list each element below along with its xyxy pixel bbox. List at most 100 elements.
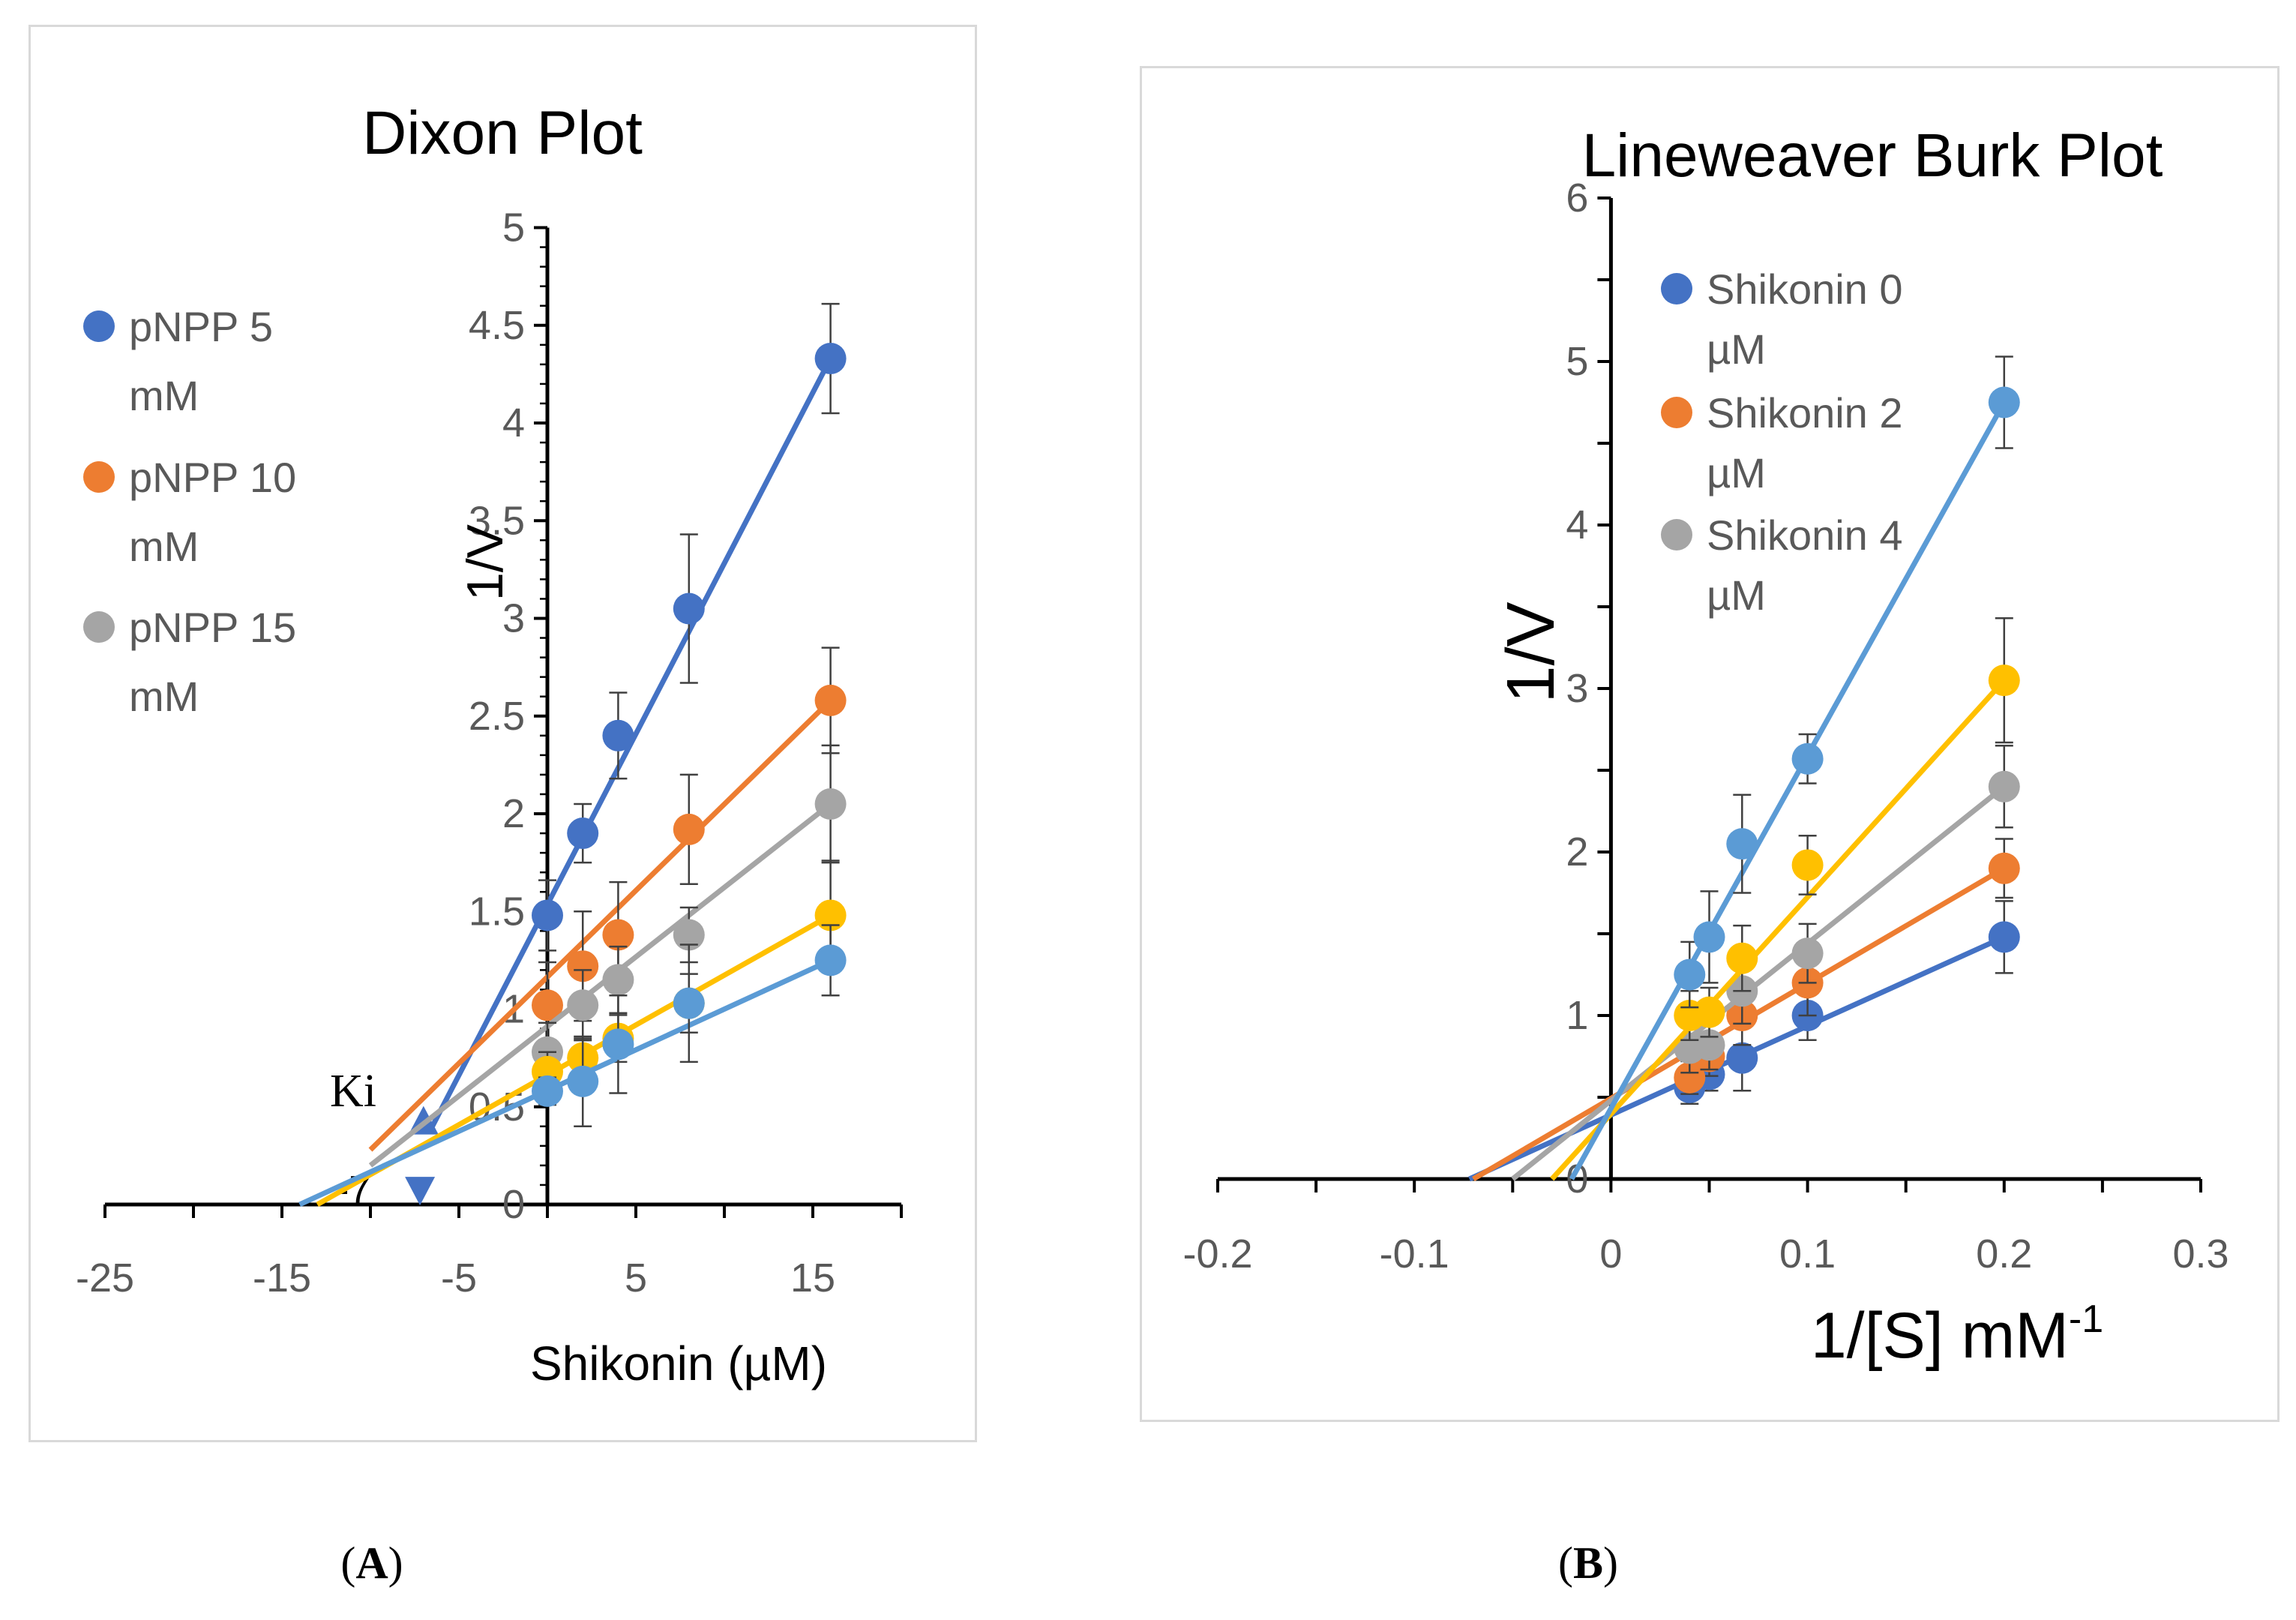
lineweaver-burk-plot: Lineweaver Burk Plot -0.2 -0.1 0 0.1 0.2 0.3 1/… — [1182, 122, 2229, 1372]
caption-b-open: ( — [1558, 1538, 1573, 1588]
legend-swatch — [83, 611, 115, 643]
x-tick-label: 5 — [625, 1256, 647, 1300]
x-tick-label: 0.1 — [1779, 1232, 1836, 1276]
series-4 — [1550, 617, 2020, 1181]
x-tick-label: 0 — [1599, 1232, 1622, 1276]
data-point — [673, 592, 705, 625]
x-tick-label: 0.3 — [2172, 1232, 2229, 1276]
data-point — [1791, 849, 1824, 881]
data-point — [602, 964, 634, 996]
data-point — [1674, 958, 1706, 991]
legend-item: Shikonin 4 µM — [1661, 512, 1903, 619]
caption-a-open: ( — [340, 1538, 356, 1588]
y-tick-label: 3.5 — [469, 498, 525, 543]
x-axis-title-superscript: -1 — [2069, 1298, 2103, 1341]
data-point — [532, 1075, 563, 1107]
ki-annotation: Ki — [330, 1066, 376, 1117]
series-2 — [1472, 838, 2020, 1182]
data-point — [1791, 742, 1824, 775]
x-tick-label: -0.1 — [1380, 1232, 1449, 1276]
legend-label-line1: Shikonin 0 — [1707, 266, 1903, 313]
caption-a-letter: A — [355, 1538, 388, 1588]
data-point — [602, 1028, 634, 1060]
data-point — [814, 684, 847, 716]
chart-b-legend: Shikonin 0 µM Shikonin 2 µM Shikonin 4 µM — [1661, 266, 1903, 619]
data-point — [567, 950, 599, 982]
y-axis-title: 1/V — [457, 524, 514, 601]
series-4-fit-line — [1550, 678, 2007, 1181]
y-tick-label: 6 — [1566, 176, 1588, 220]
legend-label-line1: pNPP 10 — [129, 454, 296, 501]
series-1 — [430, 302, 847, 1128]
data-point — [1693, 921, 1725, 953]
x-axis-title: Shikonin (µM) — [530, 1336, 827, 1390]
chart-a-title: Dixon Plot — [362, 99, 643, 167]
x-axis-title: 1/[S] mM-1 — [1811, 1298, 2103, 1372]
caption-a: (A) — [297, 1538, 447, 1589]
legend-item: pNPP 15 mM — [83, 604, 296, 720]
series-3-fit-line — [1511, 784, 2006, 1181]
legend-item: Shikonin 2 µM — [1661, 389, 1903, 496]
y-tick-label: 2.5 — [469, 694, 525, 739]
data-point — [1988, 770, 2020, 802]
data-point — [1988, 664, 2020, 697]
legend-label-line2: µM — [1707, 326, 1766, 373]
y-tick-label: 3 — [502, 596, 525, 641]
x-tick-label: -15 — [253, 1256, 311, 1300]
legend-swatch — [1661, 273, 1692, 304]
y-tick-label: 5 — [502, 206, 525, 250]
chart-b-x-axis: -0.2 -0.1 0 0.1 0.2 0.3 1/[S] mM-1 — [1182, 1177, 2229, 1372]
data-point — [673, 919, 705, 951]
y-tick-label: 1 — [1566, 993, 1588, 1038]
legend-label-line1: pNPP 15 — [129, 604, 296, 651]
legend-label-line1: Shikonin 4 — [1707, 512, 1903, 559]
y-tick-label: 4.5 — [469, 303, 525, 348]
legend-item: pNPP 5 mM — [83, 303, 273, 419]
x-tick-label: -0.2 — [1182, 1232, 1252, 1276]
legend-label-line2: mM — [129, 372, 199, 419]
legend-label-line2: µM — [1707, 572, 1766, 619]
x-tick-label: -25 — [76, 1256, 134, 1300]
panel-lineweaver-burk-plot — [1140, 66, 2280, 1422]
series-3 — [1511, 745, 2020, 1181]
series-3 — [368, 744, 847, 1168]
series-5-fit-line — [1569, 400, 2007, 1180]
data-point — [1988, 852, 2020, 884]
data-point — [1726, 1042, 1758, 1074]
data-point — [567, 989, 599, 1022]
y-tick-label: 0 — [502, 1182, 525, 1227]
series-5 — [1569, 356, 2020, 1180]
data-point — [1988, 921, 2020, 953]
legend-swatch — [1661, 397, 1692, 428]
y-tick-label: 4 — [1566, 502, 1588, 548]
legend-swatch — [1661, 519, 1692, 550]
data-point — [814, 899, 847, 932]
chart-a-legend: pNPP 5 mM pNPP 10 mM pNPP 15 mM — [83, 303, 296, 720]
y-tick-label: 4 — [502, 400, 525, 446]
data-point — [814, 944, 847, 976]
y-tick-label: 1.5 — [469, 889, 525, 934]
triangle-down-marker — [405, 1177, 436, 1206]
data-point — [567, 1065, 599, 1097]
legend-label-line2: mM — [129, 673, 199, 720]
data-point — [814, 343, 847, 375]
data-point — [1791, 938, 1824, 970]
chart-b-title: Lineweaver Burk Plot — [1582, 122, 2163, 190]
x-tick-label: -5 — [441, 1256, 477, 1300]
data-point — [814, 788, 847, 820]
y-axis-title: 1/V — [1494, 602, 1569, 703]
y-tick-label: 2 — [502, 791, 525, 836]
legend-swatch — [83, 310, 115, 342]
chart-a-x-axis: -25 -15 -5 5 15 Shikonin (µM) — [76, 1202, 903, 1390]
legend-label-line1: pNPP 5 — [129, 303, 273, 350]
caption-b-close: ) — [1603, 1538, 1618, 1588]
data-point — [1674, 1061, 1706, 1094]
x-tick-label: 0.2 — [1976, 1232, 2032, 1276]
y-tick-label: 3 — [1566, 666, 1588, 711]
series-2 — [368, 646, 847, 1152]
data-point — [1726, 828, 1758, 860]
data-point — [1693, 996, 1725, 1028]
